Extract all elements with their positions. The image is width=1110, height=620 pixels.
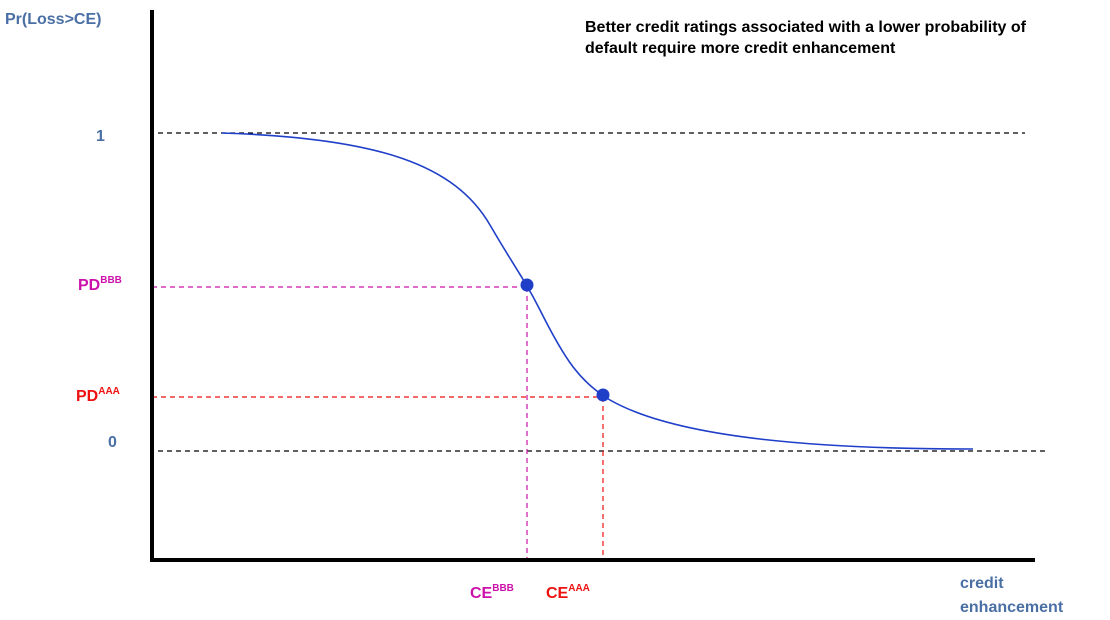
label-sup: AAA [98,386,120,397]
y-axis-label: Pr(Loss>CE) [5,11,102,28]
aaa-point [596,388,610,402]
label-sup: BBB [100,275,122,286]
pd-aaa-label: PDAAA [76,386,120,406]
label-main: PD [76,388,99,405]
ce-aaa-label: CEAAA [546,583,590,603]
x-axis-label-line: enhancement [960,599,1064,616]
label-sup: AAA [568,583,590,594]
y-label-zero: 0 [108,434,117,451]
loss-curve [221,132,974,450]
pd-bbb-label: PDBBB [78,275,122,295]
x-axis-label: credit enhancement [960,572,1063,620]
x-axis-label-line: credit [960,575,1004,592]
label-main: PD [78,277,101,294]
label-sup: BBB [492,583,514,594]
y-label-one: 1 [96,128,105,145]
label-main: CE [470,585,493,602]
annotation: Better credit ratings associated with a … [585,19,1026,57]
bbb-point [520,278,534,292]
label-main: CE [546,585,569,602]
ce-bbb-label: CEBBB [470,583,514,603]
